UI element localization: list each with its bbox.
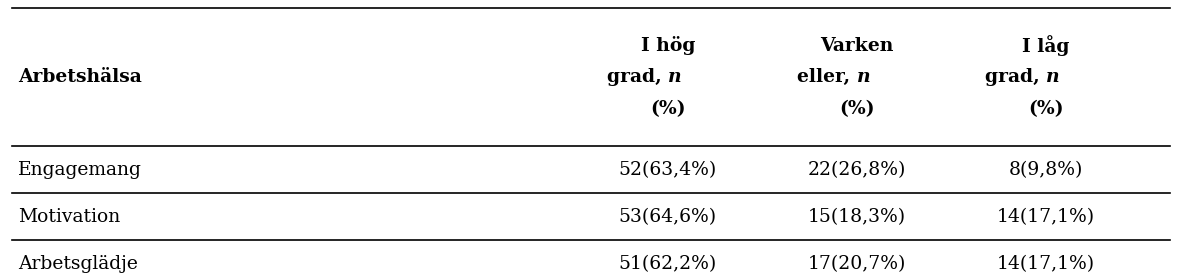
- Text: eller,: eller,: [798, 68, 857, 86]
- Text: Arbetshälsa: Arbetshälsa: [18, 68, 142, 86]
- Text: n: n: [1046, 68, 1060, 86]
- Text: Engagemang: Engagemang: [18, 161, 142, 179]
- Text: (%): (%): [1028, 100, 1064, 118]
- Text: 8(9,8%): 8(9,8%): [1009, 161, 1083, 179]
- Text: I låg: I låg: [1022, 35, 1070, 56]
- Text: Motivation: Motivation: [18, 208, 121, 226]
- Text: 17(20,7%): 17(20,7%): [807, 254, 907, 273]
- Text: Varken: Varken: [820, 36, 894, 55]
- Text: (%): (%): [839, 100, 875, 118]
- Text: 14(17,1%): 14(17,1%): [996, 208, 1096, 226]
- Text: (%): (%): [650, 100, 686, 118]
- Text: 53(64,6%): 53(64,6%): [618, 208, 717, 226]
- Text: 14(17,1%): 14(17,1%): [996, 254, 1096, 273]
- Text: 51(62,2%): 51(62,2%): [618, 254, 717, 273]
- Text: Arbetsglädje: Arbetsglädje: [18, 254, 137, 273]
- Text: 22(26,8%): 22(26,8%): [807, 161, 907, 179]
- Text: grad,: grad,: [985, 68, 1046, 86]
- Text: 52(63,4%): 52(63,4%): [618, 161, 717, 179]
- Text: n: n: [857, 68, 871, 86]
- Text: grad,: grad,: [606, 68, 668, 86]
- Text: n: n: [668, 68, 682, 86]
- Text: I hög: I hög: [641, 36, 695, 55]
- Text: 15(18,3%): 15(18,3%): [807, 208, 907, 226]
